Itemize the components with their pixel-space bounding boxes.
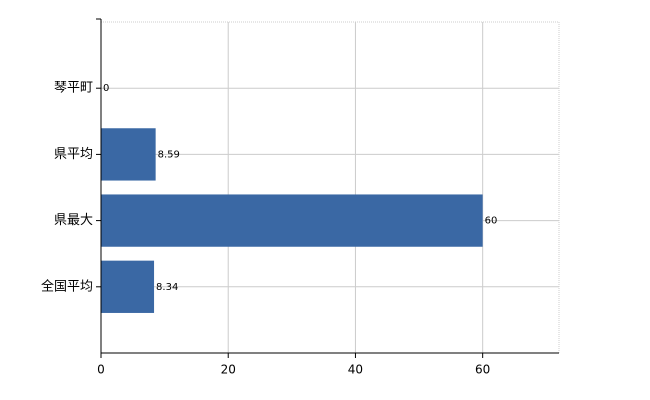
y-tick-label: 県最大 [54,213,93,228]
bar [101,260,155,313]
y-tick-label: 県平均 [54,147,93,162]
value-label: 8.59 [158,149,180,160]
x-tick-label: 20 [221,363,236,377]
value-label: 8.34 [156,282,178,293]
y-tick-label: 琴平町 [54,81,93,96]
x-tick-label: 0 [97,363,105,377]
x-tick-label: 40 [348,363,363,377]
bar [101,194,483,247]
x-tick-label: 60 [475,363,490,377]
value-label: 60 [485,216,498,227]
value-label: 0 [103,83,109,94]
bar [101,128,156,181]
y-tick-label: 全国平均 [41,278,93,294]
